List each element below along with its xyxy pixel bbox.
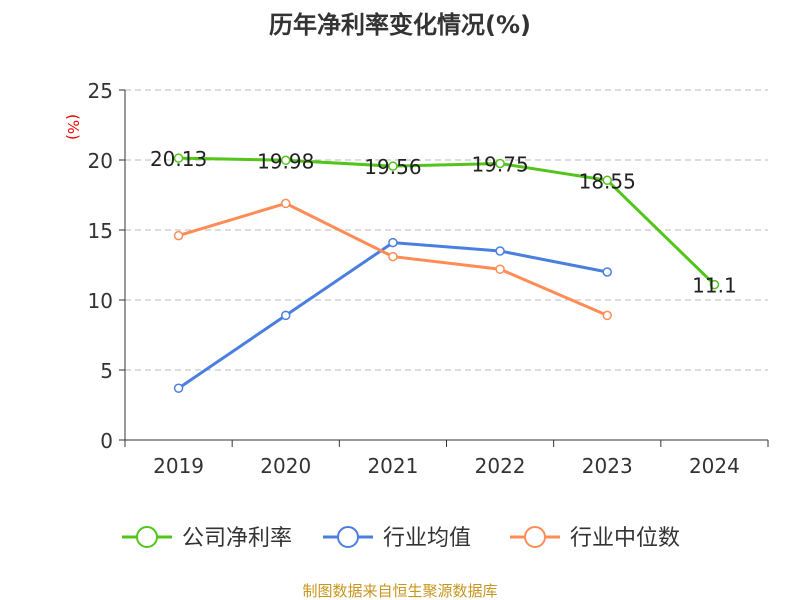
data-label: 19.56 <box>364 155 421 179</box>
series-line <box>177 241 608 390</box>
x-tick-label: 2022 <box>475 454 526 478</box>
y-tick-label: 5 <box>100 359 113 383</box>
data-point <box>173 153 184 163</box>
data-point <box>495 246 505 256</box>
data-point <box>602 310 612 321</box>
data-label: 11.1 <box>692 274 737 298</box>
legend-label: 行业中位数 <box>570 526 680 551</box>
legend-label: 行业均值 <box>383 526 471 551</box>
data-label: 18.55 <box>579 169 636 193</box>
data-point <box>281 310 291 321</box>
y-tick-label: 25 <box>88 79 113 103</box>
legend-marker <box>136 526 158 548</box>
data-point <box>388 161 398 171</box>
data-point <box>281 198 291 209</box>
data-point <box>495 264 505 274</box>
footer-source: 制图数据来自恒生聚源数据库 <box>302 582 497 600</box>
legend-marker <box>524 526 546 548</box>
data-point <box>709 279 720 290</box>
series-line <box>178 156 716 286</box>
legend-marker <box>337 526 359 548</box>
data-label: 19.98 <box>257 149 314 173</box>
x-tick-label: 2024 <box>689 454 740 478</box>
y-tick-label: 0 <box>100 429 113 453</box>
y-axis-label: (%) <box>64 114 82 140</box>
y-tick-label: 15 <box>88 219 113 243</box>
data-point <box>281 155 291 166</box>
y-tick-label: 20 <box>88 149 113 173</box>
x-tick-label: 2020 <box>260 454 311 478</box>
data-point <box>173 383 184 393</box>
data-point <box>173 230 184 241</box>
x-tick-label: 2023 <box>582 454 633 478</box>
data-point <box>602 267 612 277</box>
data-point <box>495 158 505 169</box>
x-tick-label: 2021 <box>367 454 418 478</box>
data-label: 20.13 <box>150 147 207 171</box>
y-tick-label: 10 <box>88 289 113 313</box>
x-tick-label: 2019 <box>153 454 204 478</box>
data-point <box>388 251 398 262</box>
data-point <box>388 237 398 248</box>
chart-title: 历年净利率变化情况(%) <box>269 11 531 39</box>
legend-label: 公司净利率 <box>182 526 292 551</box>
data-point <box>602 175 612 186</box>
data-label: 19.75 <box>471 153 528 177</box>
